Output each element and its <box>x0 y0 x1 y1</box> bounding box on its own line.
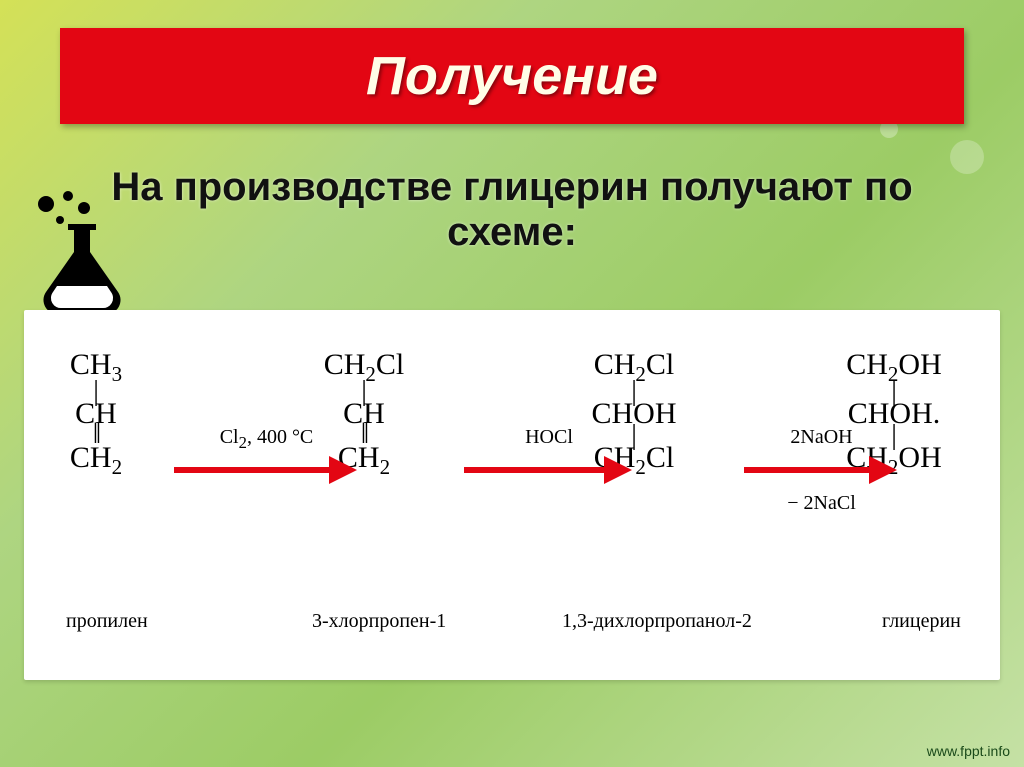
title-bar: Получение <box>60 28 964 124</box>
molecule-propylene: CH3|CH‖CH2 <box>36 350 156 478</box>
flask-icon <box>24 190 134 315</box>
reaction-arrow <box>174 450 359 490</box>
slide: Получение На производстве глицерин получ… <box>0 0 1024 767</box>
arrow-label-top: Cl2, 400 °C <box>197 426 337 453</box>
subtitle-line1: На производстве глицерин получают по <box>111 165 912 209</box>
arrow-label-bottom: − 2NaCl <box>752 492 892 515</box>
footer-link: www.fppt.info <box>927 743 1010 759</box>
caption-propylene: пропилен <box>66 610 148 633</box>
reaction-scheme: CH3|CH‖CH2пропиленCH2Cl|CH‖CH23-хлорпроп… <box>24 310 1000 680</box>
subtitle: На производстве глицерин получают по схе… <box>0 165 1024 255</box>
arrow-label-top: 2NaOH <box>752 426 892 449</box>
subtitle-line2: схеме: <box>0 210 1024 255</box>
reaction-arrow <box>744 450 899 490</box>
caption-glycerol: глицерин <box>882 610 961 633</box>
caption-chloropropene: 3-хлорпропен-1 <box>312 610 446 633</box>
reaction-arrow <box>464 450 634 490</box>
caption-dichloropropanol: 1,3-дихлорпропанол-2 <box>562 610 752 633</box>
slide-title: Получение <box>366 45 658 107</box>
arrow-label-top: HOCl <box>479 426 619 449</box>
